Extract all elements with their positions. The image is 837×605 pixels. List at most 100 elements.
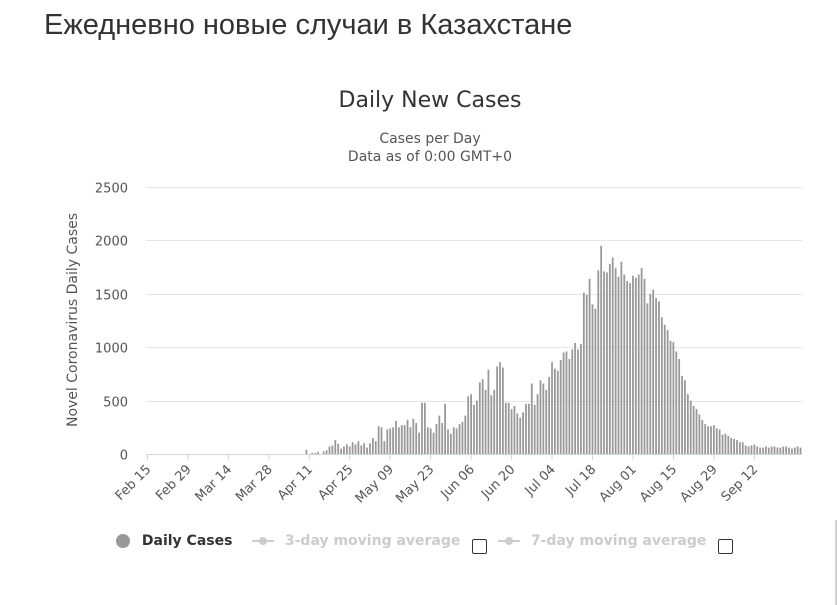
bar-daily-cases[interactable] [435, 424, 438, 454]
bar-daily-cases[interactable] [626, 280, 629, 454]
bar-daily-cases[interactable] [386, 429, 389, 454]
bar-daily-cases[interactable] [423, 402, 426, 454]
legend-item-3-day-average[interactable]: 3-day moving average [252, 533, 460, 549]
bar-daily-cases[interactable] [663, 324, 666, 454]
bar-daily-cases[interactable] [354, 444, 357, 454]
bar-daily-cases[interactable] [311, 452, 314, 454]
bar-daily-cases[interactable] [473, 404, 475, 454]
bar-daily-cases[interactable] [643, 278, 646, 454]
bar-daily-cases[interactable] [721, 434, 724, 454]
bar-daily-cases[interactable] [444, 403, 446, 454]
bar-daily-cases[interactable] [611, 257, 614, 454]
bar-daily-cases[interactable] [574, 342, 577, 454]
bar-daily-cases[interactable] [389, 428, 392, 454]
bar-daily-cases[interactable] [686, 394, 689, 454]
bar-daily-cases[interactable] [328, 446, 331, 454]
bar-daily-cases[interactable] [369, 443, 371, 454]
bar-daily-cases[interactable] [478, 382, 481, 454]
bar-daily-cases[interactable] [770, 446, 773, 454]
bar-daily-cases[interactable] [577, 349, 579, 454]
bar-daily-cases[interactable] [689, 400, 692, 454]
bar-daily-cases[interactable] [499, 362, 501, 454]
bar-daily-cases[interactable] [528, 403, 530, 454]
bar-daily-cases[interactable] [539, 380, 542, 454]
bar-daily-cases[interactable] [377, 426, 380, 454]
bar-daily-cases[interactable] [637, 274, 640, 454]
bar-daily-cases[interactable] [340, 448, 342, 454]
bar-daily-cases[interactable] [672, 341, 675, 454]
bar-daily-cases[interactable] [464, 415, 467, 454]
bar-daily-cases[interactable] [383, 441, 386, 454]
bar-daily-cases[interactable] [681, 376, 683, 454]
bar-daily-cases[interactable] [692, 405, 695, 454]
bar-daily-cases[interactable] [374, 441, 377, 454]
bar-daily-cases[interactable] [519, 417, 522, 454]
bar-daily-cases[interactable] [470, 394, 472, 454]
bar-daily-cases[interactable] [776, 447, 779, 454]
bar-daily-cases[interactable] [655, 298, 657, 454]
bar-daily-cases[interactable] [305, 449, 308, 454]
bar-daily-cases[interactable] [415, 423, 418, 454]
bar-daily-cases[interactable] [502, 367, 504, 454]
bar-daily-cases[interactable] [490, 395, 493, 454]
bar-daily-cases[interactable] [701, 419, 704, 454]
bar-daily-cases[interactable] [525, 403, 527, 454]
bar-daily-cases[interactable] [617, 276, 620, 454]
bar-daily-cases[interactable] [684, 380, 686, 454]
bar-daily-cases[interactable] [542, 383, 545, 454]
bar-daily-cases[interactable] [620, 261, 623, 454]
bar-daily-cases[interactable] [759, 447, 761, 454]
bar-daily-cases[interactable] [571, 349, 574, 454]
7-day-average-checkbox[interactable] [718, 539, 733, 554]
bar-daily-cases[interactable] [632, 275, 634, 454]
bar-daily-cases[interactable] [392, 427, 394, 454]
bar-daily-cases[interactable] [441, 423, 444, 454]
bar-daily-cases[interactable] [698, 414, 701, 454]
bar-daily-cases[interactable] [756, 446, 759, 454]
bar-daily-cases[interactable] [580, 344, 582, 454]
bar-daily-cases[interactable] [710, 426, 712, 454]
bar-daily-cases[interactable] [727, 435, 730, 454]
bar-daily-cases[interactable] [764, 446, 767, 454]
bar-daily-cases[interactable] [325, 450, 328, 454]
bar-daily-cases[interactable] [614, 268, 617, 454]
bar-daily-cases[interactable] [363, 443, 366, 454]
bar-daily-cases[interactable] [623, 274, 626, 454]
bar-daily-cases[interactable] [337, 443, 340, 454]
bar-daily-cases[interactable] [712, 425, 715, 454]
bar-daily-cases[interactable] [762, 447, 764, 454]
bar-daily-cases[interactable] [733, 439, 735, 454]
bar-daily-cases[interactable] [421, 402, 423, 454]
bar-daily-cases[interactable] [458, 424, 461, 454]
bar-daily-cases[interactable] [591, 304, 594, 454]
bar-daily-cases[interactable] [360, 445, 363, 454]
bar-daily-cases[interactable] [317, 451, 319, 454]
bar-daily-cases[interactable] [649, 293, 652, 454]
bar-daily-cases[interactable] [747, 446, 750, 454]
bar-daily-cases[interactable] [704, 424, 707, 454]
bar-daily-cases[interactable] [412, 418, 415, 454]
bar-daily-cases[interactable] [504, 402, 507, 454]
bar-daily-cases[interactable] [351, 442, 354, 454]
bar-daily-cases[interactable] [371, 437, 374, 454]
bar-daily-cases[interactable] [785, 446, 787, 454]
bar-daily-cases[interactable] [707, 426, 709, 454]
bar-daily-cases[interactable] [597, 270, 600, 454]
bar-daily-cases[interactable] [554, 368, 556, 454]
bar-daily-cases[interactable] [533, 404, 536, 454]
bar-daily-cases[interactable] [348, 446, 351, 454]
bar-daily-cases[interactable] [507, 402, 510, 454]
bar-daily-cases[interactable] [600, 245, 603, 454]
bar-daily-cases[interactable] [496, 366, 499, 454]
bar-daily-cases[interactable] [767, 447, 770, 454]
bar-daily-cases[interactable] [724, 433, 727, 454]
bar-daily-cases[interactable] [536, 394, 539, 454]
bar-daily-cases[interactable] [432, 432, 435, 454]
bar-daily-cases[interactable] [487, 369, 490, 454]
bar-daily-cases[interactable] [551, 362, 553, 454]
bar-daily-cases[interactable] [418, 432, 420, 454]
bar-daily-cases[interactable] [608, 263, 611, 454]
bar-daily-cases[interactable] [660, 317, 663, 454]
bar-daily-cases[interactable] [406, 419, 409, 454]
bar-daily-cases[interactable] [429, 428, 432, 454]
